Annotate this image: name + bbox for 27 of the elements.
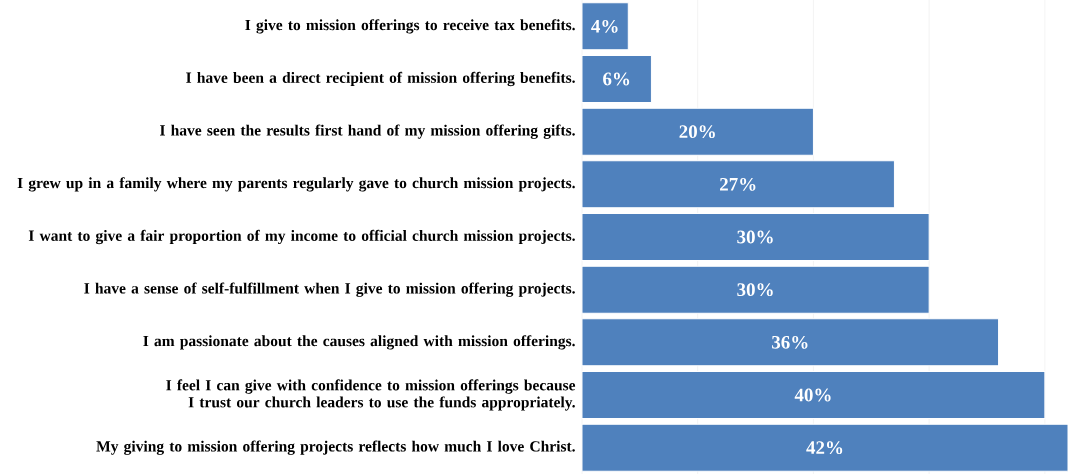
bar bbox=[581, 423, 1068, 472]
bar bbox=[581, 160, 895, 209]
data-label: 4% bbox=[591, 19, 618, 33]
y-tick-label: I have a sense of self-fulfillment when I give to mission offering projects. bbox=[84, 282, 575, 297]
data-label: 40% bbox=[794, 388, 831, 402]
data-label: 42% bbox=[806, 441, 843, 455]
y-tick-label: I want to give a fair proportion of my income to official church mission projects. bbox=[28, 229, 575, 245]
y-tick-label: I am passionate about the causes aligned with mission offerings. bbox=[143, 335, 575, 350]
bar bbox=[581, 213, 930, 262]
bar bbox=[581, 107, 814, 156]
data-label: 30% bbox=[737, 283, 773, 297]
y-tick-label: I feel I can give with confidence to mission offerings because I trust our church leaders to use the funds appropriately. bbox=[166, 379, 576, 411]
y-tick-label: I grew up in a family where my parents regularly gave to church mission projects. bbox=[17, 177, 575, 192]
y-tick-label: I have been a direct recipient of mission offering benefits. bbox=[186, 71, 575, 87]
bar bbox=[581, 2, 629, 51]
data-label: 36% bbox=[772, 335, 808, 349]
data-label: 6% bbox=[603, 72, 630, 86]
bar bbox=[581, 371, 1046, 420]
y-tick-label: My giving to mission offering projects reflects how much I love Christ. bbox=[96, 440, 575, 455]
data-label: 27% bbox=[720, 177, 756, 191]
y-tick-label: I give to mission offerings to receive tax benefits. bbox=[245, 19, 575, 34]
bar bbox=[581, 265, 930, 314]
y-tick-label: I have seen the results first hand of my mission offering gifts. bbox=[160, 124, 575, 139]
data-label: 20% bbox=[679, 125, 715, 139]
bar bbox=[581, 318, 1000, 367]
data-label: 30% bbox=[737, 230, 773, 244]
bar bbox=[581, 55, 652, 104]
